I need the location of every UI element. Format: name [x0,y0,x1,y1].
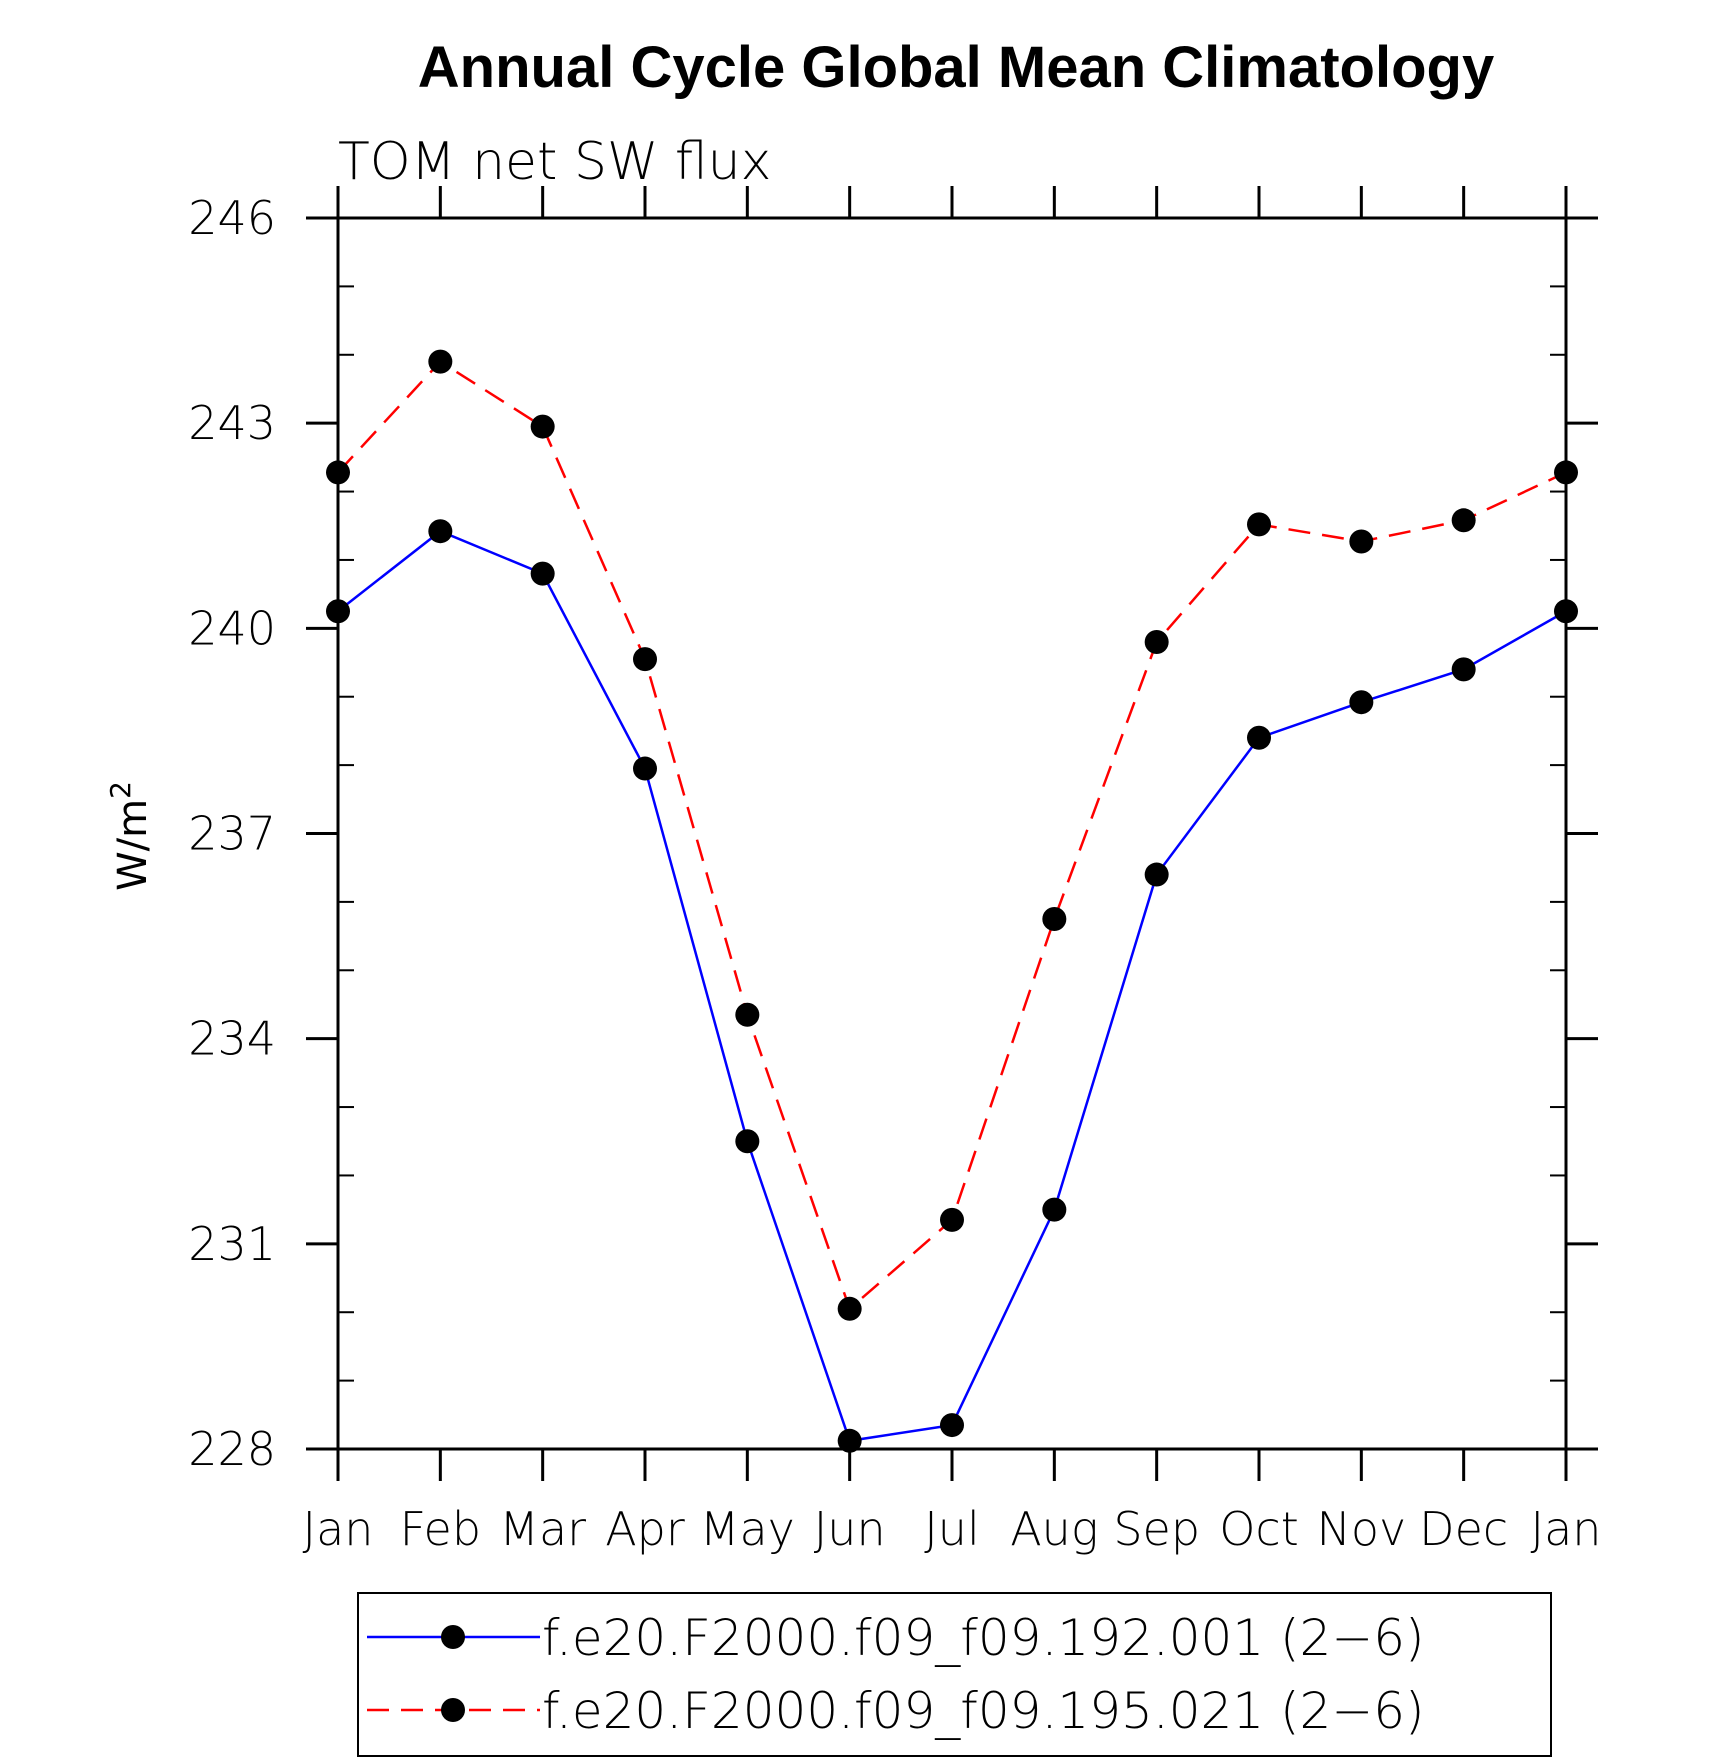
legend: f.e20.F2000.f09_f09.192.001 (2−6) f.e20.F… [367,1609,1425,1740]
chart-subtitle: TOM net SW flux [338,132,771,192]
y-axis-label-main: W/m [110,799,156,891]
series-2-point [1451,508,1476,533]
y-tick-label: 240 [188,601,276,655]
y-tick-label: 243 [188,396,276,450]
series-2-point [1247,512,1271,537]
x-tick-label: Jan [303,1502,374,1556]
series-1-point [735,1129,760,1154]
series-1-point [1349,690,1374,715]
legend-swatch-marker [441,1698,465,1722]
series-1-point [1554,599,1578,624]
x-tick-label: Jul [924,1502,980,1556]
x-tick-label: Aug [1010,1502,1098,1556]
x-tick-label: Jan [1531,1502,1602,1556]
legend-swatch-marker [441,1625,465,1649]
series-1-point [326,599,350,624]
series-1-point [1042,1197,1067,1222]
series-2-point [1349,529,1374,554]
x-tick-label: Dec [1419,1502,1508,1556]
x-tick-label: Feb [400,1502,481,1556]
legend-box [357,1592,1552,1757]
series-1-point [1144,862,1169,887]
x-tick-label: Oct [1219,1502,1299,1556]
plot-frame [336,216,1568,1451]
series-1-point [633,756,657,781]
x-tick-label: Apr [605,1502,685,1556]
y-tick-label: 246 [188,191,276,245]
x-tick-label: Nov [1316,1502,1406,1556]
series-1-point [1451,657,1476,682]
series-2-point [735,1002,760,1027]
y-tick-label: 237 [188,807,276,861]
series-2-point [428,349,453,374]
x-tick-label: Jun [814,1502,886,1556]
series-2-point [940,1207,964,1232]
series-1-point [1247,725,1271,750]
chart-title: Annual Cycle Global Mean Climatology [418,35,1494,100]
series-1-point [940,1413,964,1438]
x-tick-label: Mar [499,1502,586,1556]
series-line-2 [337,360,1567,1311]
series-1-point [428,519,453,544]
legend-label: f.e20.F2000.f09_f09.195.021 (2−6) [542,1682,1425,1740]
y-tick-label: 234 [188,1012,276,1066]
series-2-point [530,414,555,439]
series-2-point [837,1296,862,1321]
y-tick-label: 228 [188,1422,276,1476]
series-1-point [530,561,555,586]
series-2-point [1554,460,1578,485]
legend-label: f.e20.F2000.f09_f09.192.001 (2−6) [542,1609,1425,1667]
y-axis-label: W/m2 [104,781,156,891]
series-2-point [1144,630,1169,655]
axes: Jan Feb Mar Apr May Jun Jul Aug Sep Oct Nov Dec Jan 2… [188,186,1601,1556]
y-axis-label-superscript: 2 [104,781,137,799]
x-tick-label: May [700,1502,795,1556]
series-2-point [1042,906,1067,931]
x-tick-label: Sep [1113,1502,1200,1556]
series-1-point [837,1428,862,1453]
series-layer [326,349,1578,1453]
y-tick-label: 231 [188,1217,276,1271]
series-2-point [633,647,657,672]
series-2-point [326,460,350,485]
series-line-1 [337,529,1567,1443]
